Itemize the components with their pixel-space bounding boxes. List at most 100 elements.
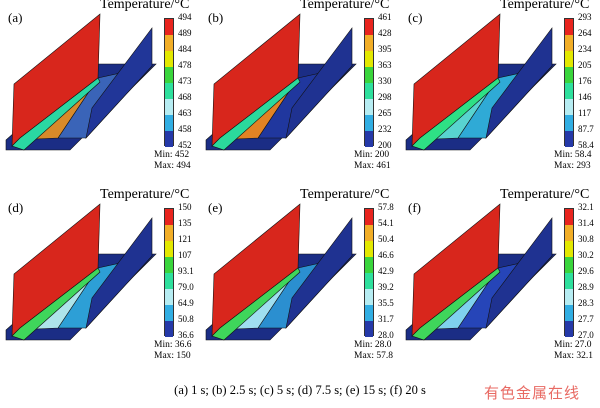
colorbar <box>164 208 174 337</box>
colorbar-swatch <box>565 289 573 305</box>
colorbar-swatch <box>365 35 373 51</box>
simulation-panel-a: (a) Temperature/°C 494 489 484 478 473 468 463 45… <box>0 0 200 185</box>
max-value: Max: 494 <box>154 161 191 171</box>
colorbar <box>364 208 374 337</box>
colorbar-title: Temperature/°C <box>100 0 190 12</box>
colorbar-swatch <box>565 209 573 225</box>
temperature-field-render <box>5 203 157 341</box>
colorbar-tick-label: 428 <box>378 28 392 38</box>
colorbar-swatch <box>365 131 373 147</box>
colorbar-swatch <box>365 321 373 337</box>
wall-foot <box>211 77 301 151</box>
colorbar-tick-label: 27.7 <box>578 314 594 324</box>
colorbar-swatch <box>565 83 573 99</box>
max-value: Max: 150 <box>154 351 191 361</box>
colorbar-tick-label: 478 <box>178 60 192 70</box>
colorbar-tick-label: 32.1 <box>578 202 594 212</box>
right-wall <box>485 27 553 139</box>
colorbar-swatch <box>165 289 173 305</box>
colorbar-swatch <box>165 35 173 51</box>
wall-foot <box>411 77 501 151</box>
colorbar-swatch <box>165 273 173 289</box>
max-value: Max: 32.1 <box>554 351 594 361</box>
min-value: Min: 452 <box>154 150 190 160</box>
colorbar-tick-label: 28.0 <box>378 330 394 340</box>
colorbar-tick-label: 489 <box>178 28 192 38</box>
colorbar-tick-label: 27.0 <box>578 330 594 340</box>
colorbar-tick-label: 64.9 <box>178 298 194 308</box>
colorbar-swatch <box>365 99 373 115</box>
wall-foot <box>11 267 101 341</box>
colorbar-tick-label: 87.7 <box>578 124 594 134</box>
colorbar-tick-label: 234 <box>578 44 592 54</box>
temperature-field-render <box>205 203 357 341</box>
colorbar-swatch <box>365 51 373 67</box>
colorbar-ticks: 57.8 54.1 50.4 46.6 42.9 39.2 35.5 31.7 28.0 <box>378 202 402 342</box>
panel-label: (c) <box>408 10 423 25</box>
colorbar-ticks: 32.1 31.4 30.8 30.2 29.6 28.9 28.3 27.7 27.0 <box>578 202 600 342</box>
colorbar-swatch <box>165 321 173 337</box>
colorbar-tick-label: 121 <box>178 234 192 244</box>
colorbar-swatch <box>365 115 373 131</box>
colorbar-swatch <box>165 257 173 273</box>
colorbar-tick-label: 57.8 <box>378 202 394 212</box>
watermark: 有色金属在线 <box>483 384 580 402</box>
colorbar-tick-label: 265 <box>378 108 392 118</box>
colorbar-tick-label: 264 <box>578 28 592 38</box>
colorbar <box>564 18 574 147</box>
colorbar-tick-label: 458 <box>178 124 192 134</box>
colorbar-tick-label: 463 <box>178 108 192 118</box>
colorbar-tick-label: 205 <box>578 60 592 70</box>
colorbar-tick-label: 28.9 <box>578 282 594 292</box>
colorbar-title: Temperature/°C <box>100 187 190 202</box>
colorbar-tick-label: 31.4 <box>578 218 594 228</box>
colorbar-swatch <box>165 51 173 67</box>
colorbar-tick-label: 35.5 <box>378 298 394 308</box>
colorbar-tick-label: 232 <box>378 124 392 134</box>
colorbar-swatch <box>565 35 573 51</box>
colorbar-ticks: 461 428 395 363 330 298 265 232 200 <box>378 12 402 152</box>
colorbar-swatch <box>165 305 173 321</box>
colorbar-swatch <box>365 273 373 289</box>
panel-label: (f) <box>408 200 421 215</box>
panel-label: (a) <box>8 10 23 25</box>
colorbar-tick-label: 30.2 <box>578 250 594 260</box>
simulation-panel-f: (f) Temperature/°C 32.1 31.4 30.8 30.2 29.6 28.… <box>400 187 600 375</box>
max-value: Max: 461 <box>354 161 391 171</box>
colorbar-swatch <box>565 67 573 83</box>
colorbar-swatch <box>365 225 373 241</box>
simulation-panel-d: (d) Temperature/°C 150 135 121 107 93.1 79.0 64.… <box>0 187 200 375</box>
right-wall <box>285 217 353 329</box>
colorbar-swatch <box>565 241 573 257</box>
colorbar-swatch <box>565 99 573 115</box>
colorbar-tick-label: 46.6 <box>378 250 394 260</box>
wall-foot <box>211 267 301 341</box>
colorbar-tick-label: 494 <box>178 12 192 22</box>
colorbar-swatch <box>365 289 373 305</box>
colorbar-tick-label: 298 <box>378 92 392 102</box>
colorbar <box>164 18 174 147</box>
min-value: Min: 36.6 <box>154 340 192 350</box>
min-value: Min: 200 <box>354 150 390 160</box>
colorbar-swatch <box>165 115 173 131</box>
colorbar-tick-label: 107 <box>178 250 192 260</box>
figure-caption: (a) 1 s; (b) 2.5 s; (c) 5 s; (d) 7.5 s; … <box>174 383 426 397</box>
colorbar-ticks: 293 264 234 205 176 146 117 87.7 58.4 <box>578 12 600 152</box>
colorbar-swatch <box>165 209 173 225</box>
min-value: Min: 27.0 <box>554 340 592 350</box>
min-value: Min: 28.0 <box>354 340 392 350</box>
colorbar-swatch <box>365 209 373 225</box>
colorbar-swatch <box>365 305 373 321</box>
colorbar-swatch <box>565 115 573 131</box>
colorbar-swatch <box>565 225 573 241</box>
colorbar-title: Temperature/°C <box>300 0 390 12</box>
colorbar-tick-label: 146 <box>578 92 592 102</box>
min-max-readout: Min: 58.4 Max: 293 <box>554 150 591 172</box>
colorbar-ticks: 494 489 484 478 473 468 463 458 452 <box>178 12 202 152</box>
colorbar-swatch <box>565 51 573 67</box>
min-max-readout: Min: 452 Max: 494 <box>154 150 191 172</box>
colorbar-tick-label: 150 <box>178 202 192 212</box>
right-wall <box>485 217 553 329</box>
colorbar-tick-label: 468 <box>178 92 192 102</box>
colorbar-tick-label: 200 <box>378 140 392 150</box>
